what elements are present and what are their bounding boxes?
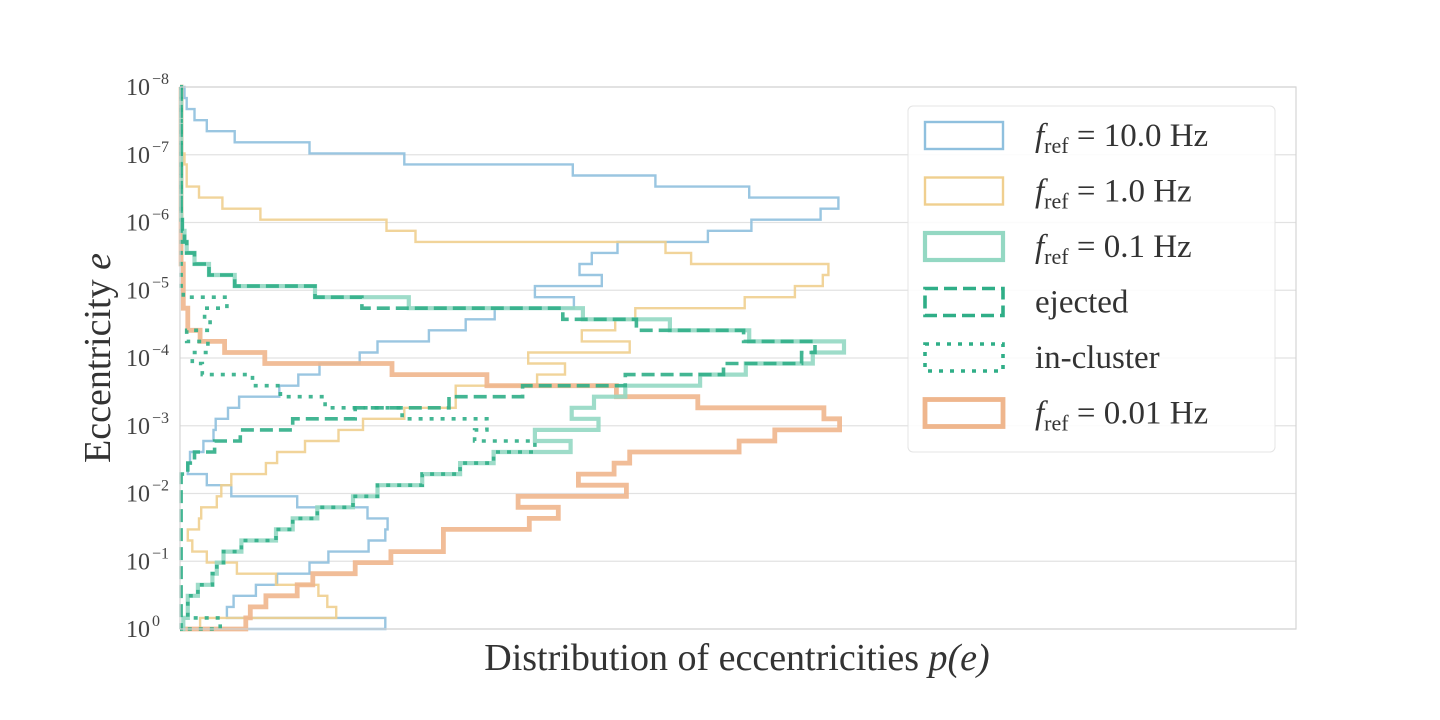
series-ejected xyxy=(179,85,817,631)
series-group xyxy=(178,84,847,632)
legend-label-value: = 1.0 Hz xyxy=(1069,174,1192,210)
y-tick-label: 10 −4 xyxy=(126,342,169,372)
legend-label-sub: ref xyxy=(1044,411,1069,436)
y-axis-label-math: e xyxy=(77,253,119,270)
y-tick-label: 10 −7 xyxy=(126,139,169,169)
legend-label-value: = 10.0 Hz xyxy=(1069,118,1209,154)
y-tick-exponent: −3 xyxy=(152,410,169,427)
y-tick-label: 10 −2 xyxy=(126,478,169,508)
legend-swatch xyxy=(922,230,1006,263)
x-axis-label: Distribution of eccentricities p(e) xyxy=(484,637,989,679)
legend-label-sub: ref xyxy=(1044,133,1069,158)
legend-label: in-cluster xyxy=(1035,340,1160,376)
y-tick-label: 10 −1 xyxy=(126,545,169,575)
x-axis-label-text: Distribution of eccentricities xyxy=(484,637,928,679)
legend-swatch xyxy=(923,286,1005,318)
y-tick-exponent: 0 xyxy=(152,613,160,630)
y-tick-label: 10 0 xyxy=(126,613,160,643)
y-tick-label: 10 −8 xyxy=(126,71,169,101)
legend-label-sub: ref xyxy=(1044,189,1069,214)
legend-label-value: = 0.01 Hz xyxy=(1069,396,1209,432)
series-fref-1-0 xyxy=(179,85,830,631)
legend-swatch xyxy=(923,342,1005,373)
y-axis-label: Eccentricity e xyxy=(77,253,119,463)
plot-frame xyxy=(179,86,1297,630)
series-fref-10-0 xyxy=(180,85,840,631)
y-tick-exponent: −5 xyxy=(152,274,169,291)
y-tick-exponent: −2 xyxy=(152,478,169,495)
legend-swatch xyxy=(923,176,1005,206)
legend-label: ejected xyxy=(1035,285,1129,321)
legend-label-sub: ref xyxy=(1044,244,1069,269)
y-tick-exponent: −6 xyxy=(152,207,169,224)
y-tick-exponent: −8 xyxy=(152,71,169,88)
legend-box xyxy=(907,105,1276,453)
y-tick-exponent: −1 xyxy=(152,545,169,562)
x-axis-label-math: p(e) xyxy=(926,637,990,679)
y-axis-label-text: Eccentricity xyxy=(77,270,119,463)
y-tick-exponent: −4 xyxy=(152,342,169,359)
legend-label: fref = 0.01 Hz xyxy=(1035,396,1208,436)
legend-label: fref = 10.0 Hz xyxy=(1035,118,1208,158)
legend-label-value: = 0.1 Hz xyxy=(1069,229,1192,265)
y-tick-label: 10 −3 xyxy=(126,410,169,440)
legend-swatch xyxy=(923,120,1005,151)
legend-swatch xyxy=(922,397,1006,429)
y-tick-label: 10 −6 xyxy=(126,207,169,237)
y-tick-label: 10 −5 xyxy=(126,274,169,304)
y-tick-exponent: −7 xyxy=(152,139,169,156)
